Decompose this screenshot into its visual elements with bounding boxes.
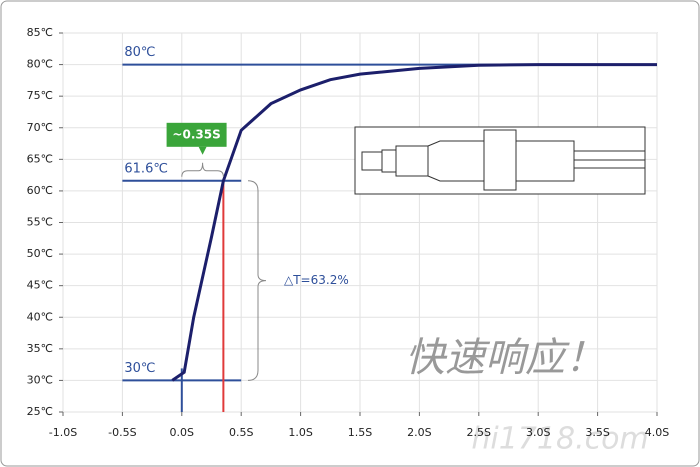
y-tick-label: 85℃ bbox=[27, 26, 53, 39]
y-tick-label: 50℃ bbox=[27, 247, 53, 260]
y-tick-label: 60℃ bbox=[27, 184, 53, 197]
y-tick-label: 70℃ bbox=[27, 121, 53, 134]
x-tick-label: 4.0S bbox=[645, 426, 669, 439]
y-tick-label: 30℃ bbox=[27, 373, 53, 386]
curve bbox=[171, 63, 657, 382]
y-tick-label: 80℃ bbox=[27, 58, 53, 71]
y-tick-label: 55℃ bbox=[27, 216, 53, 229]
sensor-drawing bbox=[354, 126, 646, 195]
brace bbox=[247, 180, 267, 381]
y-tick-label: 75℃ bbox=[27, 89, 53, 102]
x-tick-label: 3.5S bbox=[585, 426, 609, 439]
brace bbox=[181, 162, 224, 177]
y-tick-label: 25℃ bbox=[27, 405, 53, 418]
y-tick-label: 65℃ bbox=[27, 152, 53, 165]
x-tick-label: 1.5S bbox=[348, 426, 372, 439]
y-tick-label: 45℃ bbox=[27, 279, 53, 292]
x-tick-label: 0.0S bbox=[170, 426, 194, 439]
x-tick-label: 1.0S bbox=[288, 426, 312, 439]
time-label: ~0.35S bbox=[172, 127, 220, 141]
reference-label: 61.6℃ bbox=[124, 161, 168, 176]
x-tick-label: 3.0S bbox=[526, 426, 550, 439]
x-tick-label: 2.0S bbox=[407, 426, 431, 439]
reference-label: 80℃ bbox=[124, 45, 155, 60]
x-tick-label: 0.5S bbox=[229, 426, 253, 439]
callout-box bbox=[166, 122, 227, 147]
x-tick-label: -1.0S bbox=[49, 426, 77, 439]
slogan: 快速响应！ bbox=[405, 335, 605, 381]
y-tick-label: 35℃ bbox=[27, 342, 53, 355]
reference-label: 30℃ bbox=[124, 361, 155, 376]
x-tick-label: 2.5S bbox=[467, 426, 491, 439]
delta-label: △T=63.2% bbox=[284, 273, 349, 287]
x-tick-label: -0.5S bbox=[108, 426, 136, 439]
callout-tip bbox=[198, 146, 207, 155]
grid bbox=[62, 32, 658, 413]
watermark: hi1718.com bbox=[471, 422, 648, 457]
y-tick-label: 40℃ bbox=[27, 310, 53, 323]
